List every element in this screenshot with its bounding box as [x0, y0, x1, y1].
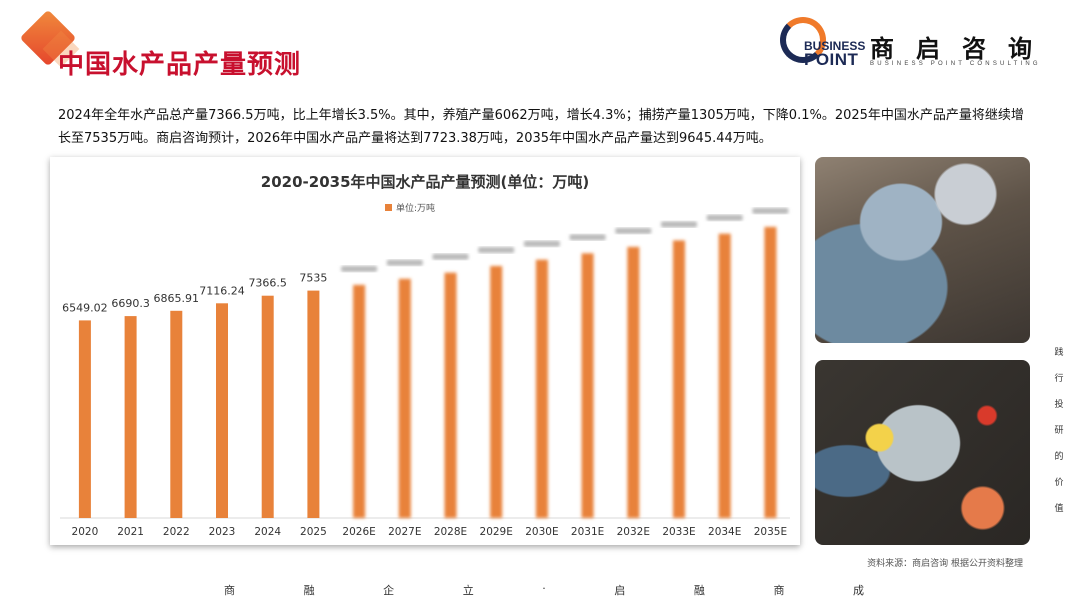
legend-label: 单位:万吨: [396, 202, 435, 214]
side-slogan-char: 价: [1054, 478, 1064, 488]
legend-swatch: [385, 204, 392, 211]
data-label-2022: 6865.91: [154, 292, 200, 305]
data-label-2020: 6549.02: [62, 301, 108, 314]
logo-english-line2: POINT: [804, 50, 859, 69]
footer-slogan: 商 融 企 立 · 启 融 商 成: [224, 582, 864, 598]
bar-2028E: [444, 272, 457, 518]
side-slogan-char: 践: [1054, 348, 1064, 358]
x-tick-2028E: 2028E: [434, 526, 467, 538]
blurred-label-2032E: [615, 227, 652, 234]
footer-char: 企: [383, 584, 395, 597]
footer-char: 启: [614, 584, 626, 597]
side-slogan: 践行投研的价值: [1053, 340, 1065, 522]
x-tick-2035E: 2035E: [754, 526, 787, 538]
footer-char: 融: [303, 584, 315, 597]
bar-2029E: [490, 266, 503, 518]
x-tick-2020: 2020: [72, 526, 99, 538]
intro-paragraph: 2024年全年水产品总产量7366.5万吨，比上年增长3.5%。其中，养殖产量6…: [58, 108, 1024, 146]
bar-2020: [78, 320, 91, 518]
company-logo: BUSINESS POINT 商启咨询 BUSINESS POINT CONSU…: [780, 17, 1060, 71]
data-label-2021: 6690.3: [111, 297, 150, 310]
blurred-label-2033E: [661, 221, 697, 228]
page-title: 中国水产品产量预测: [58, 50, 302, 80]
blurred-label-2026E: [341, 265, 378, 272]
footer-char: 商: [224, 584, 235, 597]
x-tick-2034E: 2034E: [708, 526, 741, 538]
x-tick-2032E: 2032E: [617, 526, 650, 538]
bar-2033E: [673, 240, 685, 518]
forecast-bar-chart: 2020-2035年中国水产品产量预测(单位：万吨) 单位:万吨 6549.02…: [60, 173, 790, 538]
bar-2021: [124, 316, 137, 518]
blurred-label-2027E: [386, 259, 423, 266]
blurred-label-2028E: [432, 253, 469, 260]
fish-market-photo: [815, 157, 1030, 343]
logo-chinese-name: 商启咨询: [870, 35, 1054, 63]
data-label-2023: 7116.24: [199, 284, 245, 297]
side-slogan-char: 的: [1054, 452, 1064, 462]
bar-2030E: [535, 259, 548, 518]
x-tick-2024: 2024: [254, 526, 281, 538]
x-tick-2030E: 2030E: [525, 526, 558, 538]
seafood-photo: [815, 360, 1030, 545]
side-slogan-char: 行: [1054, 374, 1064, 384]
blurred-label-2029E: [478, 247, 515, 253]
blurred-label-2034E: [706, 214, 743, 221]
footer-char: 商: [773, 584, 785, 597]
bar-2035E: [764, 226, 777, 518]
x-tick-2023: 2023: [209, 526, 236, 538]
footer-char: 融: [693, 584, 705, 597]
blurred-label-2030E: [523, 240, 560, 247]
x-tick-2026E: 2026E: [342, 526, 375, 538]
bar-2022: [170, 310, 183, 518]
x-tick-2025: 2025: [300, 526, 327, 538]
side-slogan-char: 研: [1054, 426, 1064, 436]
data-label-2024: 7366.5: [248, 277, 287, 290]
bar-2034E: [718, 233, 731, 518]
bar-2024: [261, 295, 274, 518]
bar-2027E: [398, 278, 411, 518]
bar-2025: [307, 290, 320, 518]
data-label-2025: 7535: [299, 272, 327, 285]
logo-ring-icon: [780, 17, 826, 63]
blurred-label-2035E: [752, 207, 789, 214]
x-tick-2027E: 2027E: [388, 526, 421, 538]
logo-english-line1: BUSINESS: [804, 39, 866, 53]
blurred-label-2031E: [569, 234, 606, 241]
footer-char: ·: [542, 582, 546, 595]
forecast-chart-card: 2020-2035年中国水产品产量预测(单位：万吨) 单位:万吨 6549.02…: [50, 157, 800, 545]
x-tick-2031E: 2031E: [571, 526, 604, 538]
side-slogan-char: 值: [1054, 504, 1064, 514]
x-tick-2022: 2022: [163, 526, 190, 538]
bar-2023: [216, 303, 228, 518]
x-tick-2021: 2021: [117, 526, 144, 538]
logo-subtitle: BUSINESS POINT CONSULTING: [870, 61, 1041, 67]
footer-char: 成: [853, 584, 864, 597]
source-note: 资料来源：商启咨询 根据公开资料整理: [867, 559, 1023, 569]
bar-2026E: [353, 284, 366, 518]
footer-char: 立: [462, 584, 474, 597]
x-tick-2029E: 2029E: [480, 526, 513, 538]
chart-title: 2020-2035年中国水产品产量预测(单位：万吨): [261, 173, 589, 191]
side-slogan-char: 投: [1054, 400, 1064, 410]
bar-2031E: [581, 253, 594, 519]
bar-2032E: [627, 246, 640, 518]
x-tick-2033E: 2033E: [662, 526, 695, 538]
